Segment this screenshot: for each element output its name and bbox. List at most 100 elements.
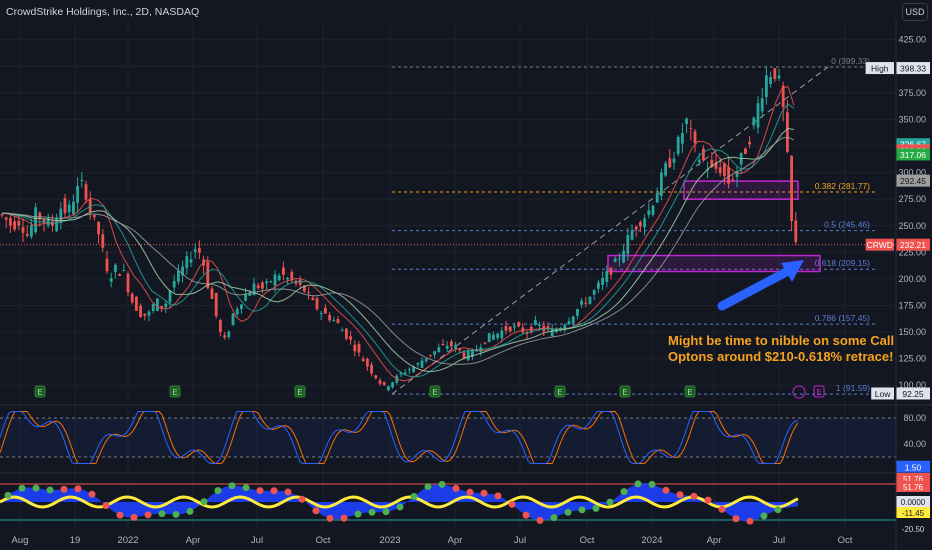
time-tick-label: 2024 bbox=[641, 535, 662, 546]
momentum-dot bbox=[662, 486, 670, 494]
candle bbox=[487, 333, 491, 343]
price-tick-label: 125.00 bbox=[898, 354, 926, 364]
candle bbox=[30, 225, 33, 237]
earnings-marker bbox=[169, 385, 181, 398]
candle bbox=[664, 163, 667, 176]
candle bbox=[584, 302, 588, 304]
momentum-tag-bg bbox=[896, 507, 930, 518]
earnings-marker-label: E bbox=[622, 388, 627, 397]
candle bbox=[0, 214, 4, 216]
fib-level-label: 1 (91.59) bbox=[836, 383, 870, 393]
momentum-tag: 0.0000 bbox=[901, 498, 926, 507]
earnings-marker-label: E bbox=[432, 388, 437, 397]
candle bbox=[471, 349, 474, 357]
candle bbox=[277, 275, 281, 281]
momentum-dot bbox=[550, 514, 558, 522]
fib-level-label: 0.5 (245.46) bbox=[824, 220, 870, 230]
price-tag-label-bg bbox=[865, 62, 894, 75]
time-tick-label: Jul bbox=[514, 535, 526, 546]
candle bbox=[744, 148, 747, 155]
time-tick-label: Jul bbox=[251, 535, 263, 546]
candle bbox=[790, 155, 793, 222]
candle bbox=[563, 324, 567, 331]
price-tag-label: Low bbox=[875, 389, 891, 399]
price-tag-label: CRWD bbox=[867, 240, 893, 250]
candle bbox=[303, 285, 306, 292]
candle bbox=[185, 256, 189, 269]
candle bbox=[84, 184, 88, 200]
stoch-tick: 80.00 bbox=[903, 413, 926, 423]
candle bbox=[571, 316, 575, 324]
chart-title: CrowdStrike Holdings, Inc., 2D, NASDAQ bbox=[6, 6, 200, 18]
momentum-dot bbox=[564, 508, 572, 516]
annotation-arrow-head bbox=[781, 260, 804, 282]
candle bbox=[517, 322, 520, 327]
earnings-marker bbox=[619, 385, 631, 398]
momentum-dot bbox=[284, 488, 292, 496]
candle bbox=[450, 341, 453, 347]
fib-level-label: 0.382 (281.77) bbox=[815, 181, 870, 191]
candle bbox=[727, 167, 730, 184]
stoch-band bbox=[0, 418, 896, 457]
candle bbox=[492, 334, 495, 340]
time-tick-label: Apr bbox=[707, 535, 722, 546]
price-tag-bg bbox=[896, 62, 930, 75]
momentum-dot bbox=[704, 496, 712, 504]
momentum-dot bbox=[774, 506, 782, 514]
candle bbox=[416, 363, 420, 365]
candle bbox=[319, 313, 323, 315]
price-tick-label: 250.00 bbox=[898, 221, 926, 231]
momentum-dot bbox=[536, 516, 544, 524]
price-tag: 92.25 bbox=[902, 389, 924, 399]
price-tick-label: 200.00 bbox=[898, 274, 926, 284]
stoch-d-line bbox=[0, 411, 799, 464]
candle bbox=[55, 217, 58, 232]
candle bbox=[101, 234, 105, 248]
candle bbox=[370, 364, 373, 374]
candle bbox=[378, 380, 382, 384]
candle bbox=[567, 321, 571, 325]
candle bbox=[513, 325, 516, 328]
candle bbox=[714, 162, 718, 169]
candle bbox=[336, 319, 340, 324]
price-tag-bg bbox=[896, 238, 930, 251]
candle bbox=[424, 358, 428, 362]
candle bbox=[668, 158, 672, 168]
candle bbox=[353, 344, 357, 352]
momentum-dot bbox=[88, 490, 96, 498]
momentum-dot bbox=[270, 487, 278, 495]
momentum-dot bbox=[242, 484, 250, 492]
fib-level-label: 0.786 (157.45) bbox=[815, 313, 870, 323]
candle bbox=[38, 212, 42, 220]
momentum-dot bbox=[690, 492, 698, 500]
candle bbox=[672, 158, 676, 163]
candle bbox=[445, 345, 449, 349]
candle bbox=[67, 204, 71, 212]
candle bbox=[647, 210, 651, 215]
fib-level-label: 0.618 (209.15) bbox=[815, 258, 870, 268]
candle bbox=[282, 267, 285, 275]
momentum-dot bbox=[522, 511, 530, 519]
currency-button[interactable]: USD bbox=[902, 3, 928, 21]
candle bbox=[718, 167, 722, 174]
candle bbox=[458, 348, 462, 351]
candle bbox=[261, 282, 264, 289]
candle bbox=[214, 292, 218, 316]
price-tag-bg bbox=[896, 148, 930, 161]
price-tick-label: 225.00 bbox=[898, 247, 926, 257]
candle bbox=[588, 296, 592, 304]
moving-average-line bbox=[1, 103, 795, 378]
candle bbox=[324, 307, 327, 314]
earnings-marker bbox=[684, 385, 696, 398]
candle bbox=[265, 281, 268, 284]
candle bbox=[290, 271, 294, 281]
candle bbox=[794, 220, 798, 242]
time-tick-label: Oct bbox=[838, 535, 853, 546]
candle bbox=[25, 233, 29, 236]
candle bbox=[206, 261, 210, 289]
momentum-dot bbox=[214, 487, 222, 495]
earnings-marker bbox=[294, 385, 306, 398]
candle bbox=[634, 226, 638, 230]
price-tick-label: 300.00 bbox=[898, 168, 926, 178]
